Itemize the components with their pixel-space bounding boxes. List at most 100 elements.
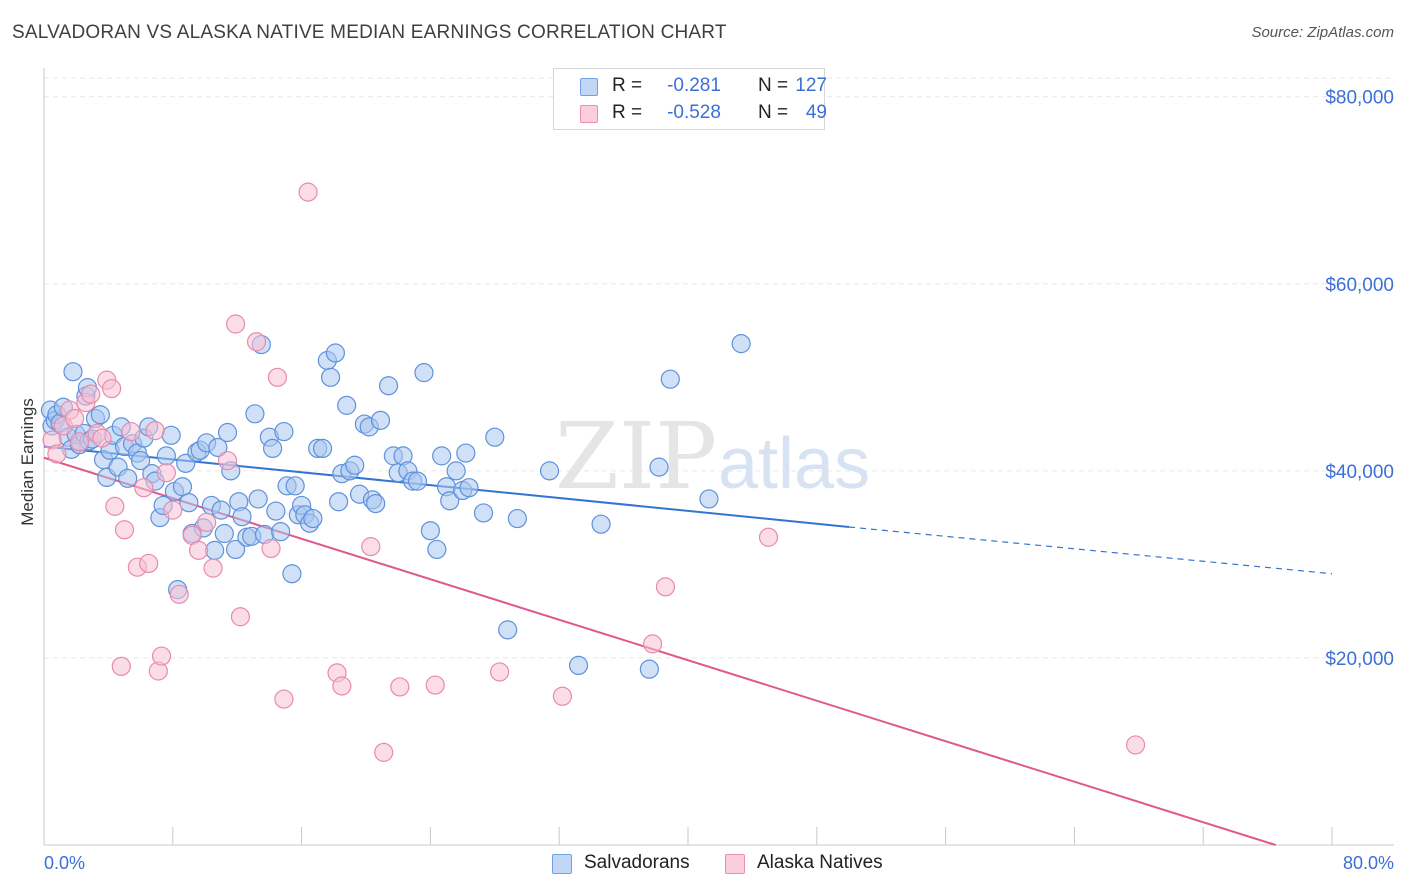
alaska-native-point [197,512,217,532]
salvadoran-point [731,334,751,354]
salvadoran-point [179,493,199,513]
alaska-native-point [151,646,172,666]
alaska-native-point [374,742,394,762]
salvadoran-point [660,369,680,389]
stats-swatch-blue [580,78,598,96]
salvadoran-point [312,438,333,459]
salvadoran-point [271,522,291,542]
y-tick-labels: $20,000 $40,000 $60,000 $80,000 [1325,88,1394,670]
r-label: R = [612,102,643,123]
salvadoran-point [427,539,447,560]
alaska-native-point [758,527,779,547]
y-tick-label-1: $40,000 [1325,462,1394,483]
legend-label: Alaska Natives [757,852,883,873]
alaska-native-point [121,421,141,442]
salvadoran-point [156,446,176,466]
alaska-native-point [156,463,176,483]
alaska-native-point [361,537,381,557]
salvadoran-point [172,477,193,497]
alaska-native-point [425,675,445,695]
salvadoran-point [245,404,265,424]
alaska-native-point [145,421,165,441]
salvadoran-point [414,363,434,383]
salvadoran-point [459,478,479,498]
alaska-native-point [64,408,85,429]
alaska-native-point [298,182,318,202]
alaska-native-point [81,384,101,404]
salvadoran-point [370,410,391,430]
x-tick-label-max: 80.0% [1343,853,1394,873]
stats-swatch-pink [580,105,598,123]
n-label: N = [758,75,789,96]
alaska-native-point [105,496,125,516]
salvadoran-point [90,405,110,425]
alaska-native-point [332,676,352,696]
salvadoran-point [639,659,659,679]
alaska-native-point [217,450,238,471]
salvadoran-point [485,427,505,447]
salvadoran-point [208,437,228,458]
watermark: ZIP atlas [555,403,870,510]
n-value: 127 [795,75,827,96]
alaska-native-point [261,538,281,559]
salvadoran-point [274,421,294,442]
salvadoran-point [591,514,611,534]
x-tick-labels: 0.0% 80.0% [44,853,1394,873]
salvadoran-point [266,501,286,521]
alaska-native-point [246,332,267,352]
salvadoran-point [498,620,518,640]
salvadoran-point [232,507,252,527]
alaska-native-point [169,584,189,604]
salvadoran-point [214,523,234,544]
salvadoran-trend-extension [848,526,1333,575]
gridlines [44,77,1394,659]
salvadoran-point [699,489,719,509]
stats-box: R = -0.281 N = 127 R = -0.528 N = 49 [553,68,827,130]
alaska-native-point [92,428,112,448]
legend-swatch-blue [552,854,572,874]
r-label: R = [612,75,643,96]
salvadoran-point [63,362,83,382]
salvadoran-point [649,457,669,477]
alaska-native-point [203,558,223,578]
axes [43,68,1394,846]
salvadoran-point [473,503,494,523]
salvadoran-point [366,493,386,514]
alaska-native-point [111,656,131,676]
salvadoran-point [337,395,357,415]
alaska-native-point [225,314,246,334]
chart-title: SALVADORAN VS ALASKA NATIVE MEDIAN EARNI… [12,22,727,43]
alaska-native-point [114,520,135,540]
salvadoran-point [131,450,151,471]
salvadoran-point [211,500,231,520]
legend-label: Salvadorans [584,852,690,873]
alaska-native-point [102,378,122,399]
alaska-native-point [47,444,67,464]
alaska-native-point [267,367,288,387]
alaska-native-point [655,577,676,597]
r-value: -0.528 [667,102,721,123]
salvadoran-point [420,521,440,541]
salvadoran-point [118,468,138,488]
alaska-native-point [274,689,294,709]
salvadoran-point [446,461,466,481]
alaska-native-point [390,677,410,697]
salvadoran-point [507,508,527,529]
salvadoran-point [282,564,302,584]
x-tick-label-min: 0.0% [44,853,85,873]
salvadoran-point [345,455,365,475]
salvadoran-point [303,508,323,529]
salvadoran-point [205,540,225,560]
alaska-native-point [642,634,663,654]
data-points [40,182,1146,762]
salvadoran-point [285,476,305,496]
salvadoran-point [263,438,283,459]
alaska-native-point [163,500,183,520]
salvadoran-point [568,655,589,676]
legend-swatch-pink [725,854,745,874]
salvadoran-point [325,343,346,363]
alaska-native-point [1125,735,1146,755]
alaska-native-point [69,432,90,452]
salvadoran-point [320,367,341,387]
salvadoran-point [161,425,181,445]
